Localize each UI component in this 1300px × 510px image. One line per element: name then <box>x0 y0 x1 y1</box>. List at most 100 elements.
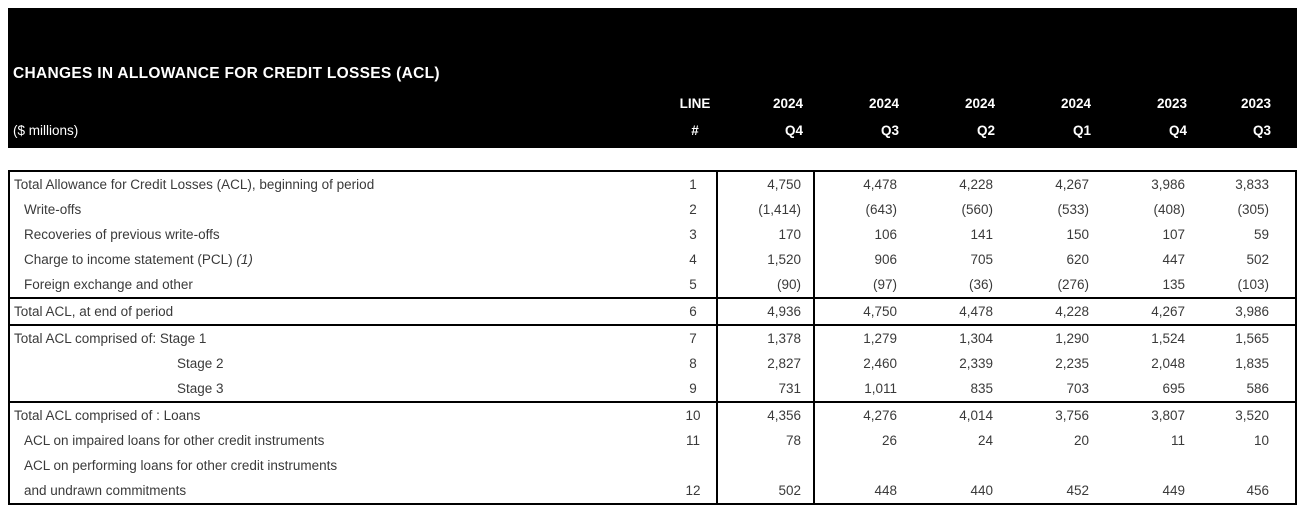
line-number: 4 <box>670 247 718 272</box>
value-cell: 448 <box>874 483 897 498</box>
year-header: 2024 <box>772 96 803 111</box>
value-cell: 106 <box>874 227 897 242</box>
table-section-activity: Total Allowance for Credit Losses (ACL),… <box>10 172 1295 297</box>
value-cell: 502 <box>1246 252 1269 267</box>
value-cell: 835 <box>970 381 993 396</box>
table-row: Stage 3 9 731 1,011 835 703 695 586 <box>10 376 1295 401</box>
line-number: 3 <box>670 222 718 247</box>
value-cell: 1,565 <box>1235 331 1269 346</box>
value-cell: 4,478 <box>863 177 897 192</box>
value-cell: 4,936 <box>718 299 815 324</box>
quarter-header: Q4 <box>784 123 803 138</box>
value-cell: 20 <box>1073 433 1089 448</box>
value-cell: 2,339 <box>959 356 993 371</box>
line-number: 10 <box>670 403 718 428</box>
quarter-header: Q2 <box>976 123 995 138</box>
table-section-composition: Total ACL comprised of : Loans 10 4,356 4,2… <box>10 401 1295 503</box>
report-header-band: CHANGES IN ALLOWANCE FOR CREDIT LOSSES (… <box>8 8 1297 148</box>
row-label: Total Allowance for Credit Losses (ACL),… <box>14 177 375 192</box>
quarter-header: Q3 <box>880 123 899 138</box>
column-header-years-row: LINE 2024 2024 2024 2024 2023 2023 <box>8 90 1297 117</box>
value-cell: (408) <box>1153 202 1185 217</box>
value-cell: 1,524 <box>1151 331 1185 346</box>
value-cell: 11 <box>1170 433 1185 448</box>
value-cell: 24 <box>977 433 993 448</box>
row-label: ACL on impaired loans for other credit i… <box>24 433 325 448</box>
year-header: 2023 <box>1156 96 1187 111</box>
value-cell: 2,235 <box>1055 356 1089 371</box>
page-title: CHANGES IN ALLOWANCE FOR CREDIT LOSSES (… <box>13 65 440 82</box>
value-cell: 4,267 <box>1055 177 1089 192</box>
line-hash-header: # <box>691 123 699 138</box>
value-cell: 135 <box>1162 277 1185 292</box>
table-row: ACL on performing loans for other credit… <box>10 453 1295 478</box>
table-row: Charge to income statement (PCL) (1) 4 1,5… <box>10 247 1295 272</box>
value-cell: 4,750 <box>718 172 815 197</box>
year-header: 2024 <box>868 96 899 111</box>
quarter-header: Q4 <box>1168 123 1187 138</box>
value-cell: 440 <box>970 483 993 498</box>
line-number: 9 <box>670 376 718 401</box>
table-row: and undrawn commitments 12 502 448 440 452 449… <box>10 478 1295 503</box>
line-number: 7 <box>670 326 718 351</box>
value-cell <box>911 453 1007 478</box>
value-cell: (533) <box>1057 202 1089 217</box>
value-cell: 4,014 <box>959 408 993 423</box>
column-header-quarters-row: ($ millions) # Q4 Q3 Q2 Q1 Q4 Q3 <box>8 117 1297 144</box>
value-cell: 452 <box>1066 483 1089 498</box>
value-cell: 3,986 <box>1151 177 1185 192</box>
value-cell: 141 <box>970 227 993 242</box>
row-label: Stage 3 <box>177 381 224 396</box>
row-label: Recoveries of previous write-offs <box>24 227 220 242</box>
value-cell: 586 <box>1246 381 1269 396</box>
value-cell: 449 <box>1162 483 1185 498</box>
value-cell <box>1199 453 1295 478</box>
value-cell: 1,279 <box>863 331 897 346</box>
value-cell: 107 <box>1162 227 1185 242</box>
column-headers: LINE 2024 2024 2024 2024 2023 2023 ($ million… <box>8 90 1297 144</box>
table-section-total-end-of-period: Total ACL, at end of period 6 4,936 4,750 4,… <box>10 297 1295 324</box>
line-number: 8 <box>670 351 718 376</box>
value-cell: 1,011 <box>864 381 897 396</box>
value-cell: (305) <box>1237 202 1269 217</box>
value-cell: 4,478 <box>959 304 993 319</box>
value-cell <box>815 453 911 478</box>
row-label: Stage 2 <box>177 356 224 371</box>
table-row: Total Allowance for Credit Losses (ACL),… <box>10 172 1295 197</box>
value-cell <box>1007 453 1103 478</box>
year-header: 2024 <box>964 96 995 111</box>
row-label: and undrawn commitments <box>24 483 187 498</box>
value-cell: (97) <box>872 277 897 292</box>
table-row: Recoveries of previous write-offs 3 170 106… <box>10 222 1295 247</box>
table-row: ACL on impaired loans for other credit i… <box>10 428 1295 453</box>
row-label: Total ACL comprised of: Stage 1 <box>14 331 207 346</box>
value-cell: 705 <box>970 252 993 267</box>
value-cell: 703 <box>1066 381 1089 396</box>
value-cell: (36) <box>968 277 993 292</box>
value-cell: 4,228 <box>959 177 993 192</box>
footnote-marker: (1) <box>232 252 253 267</box>
value-cell: 1,520 <box>718 247 815 272</box>
line-number: 5 <box>670 272 718 297</box>
value-cell: 456 <box>1246 483 1269 498</box>
row-label: Charge to income statement (PCL) (1) <box>24 252 253 267</box>
value-cell: 1,835 <box>1235 356 1269 371</box>
value-cell: 2,048 <box>1151 356 1185 371</box>
value-cell: 4,276 <box>863 408 897 423</box>
line-number: 6 <box>670 299 718 324</box>
value-cell: 906 <box>874 252 897 267</box>
value-cell: 447 <box>1162 252 1185 267</box>
line-number: 2 <box>670 197 718 222</box>
value-cell: 78 <box>718 428 815 453</box>
line-number: 12 <box>670 478 718 503</box>
table-section-stages: Total ACL comprised of: Stage 1 7 1,378 1,2… <box>10 324 1295 401</box>
acl-table: Total Allowance for Credit Losses (ACL),… <box>8 170 1297 505</box>
value-cell: 1,290 <box>1055 331 1089 346</box>
value-cell: (276) <box>1057 277 1089 292</box>
table-row: Total ACL comprised of: Stage 1 7 1,378 1,2… <box>10 326 1295 351</box>
line-number <box>670 453 718 478</box>
table-row: Stage 2 8 2,827 2,460 2,339 2,235 2,048 1,835 <box>10 351 1295 376</box>
table-row: Total ACL, at end of period 6 4,936 4,750 4,… <box>10 299 1295 324</box>
row-label: Total ACL comprised of : Loans <box>14 408 201 423</box>
row-label: Foreign exchange and other <box>24 277 193 292</box>
